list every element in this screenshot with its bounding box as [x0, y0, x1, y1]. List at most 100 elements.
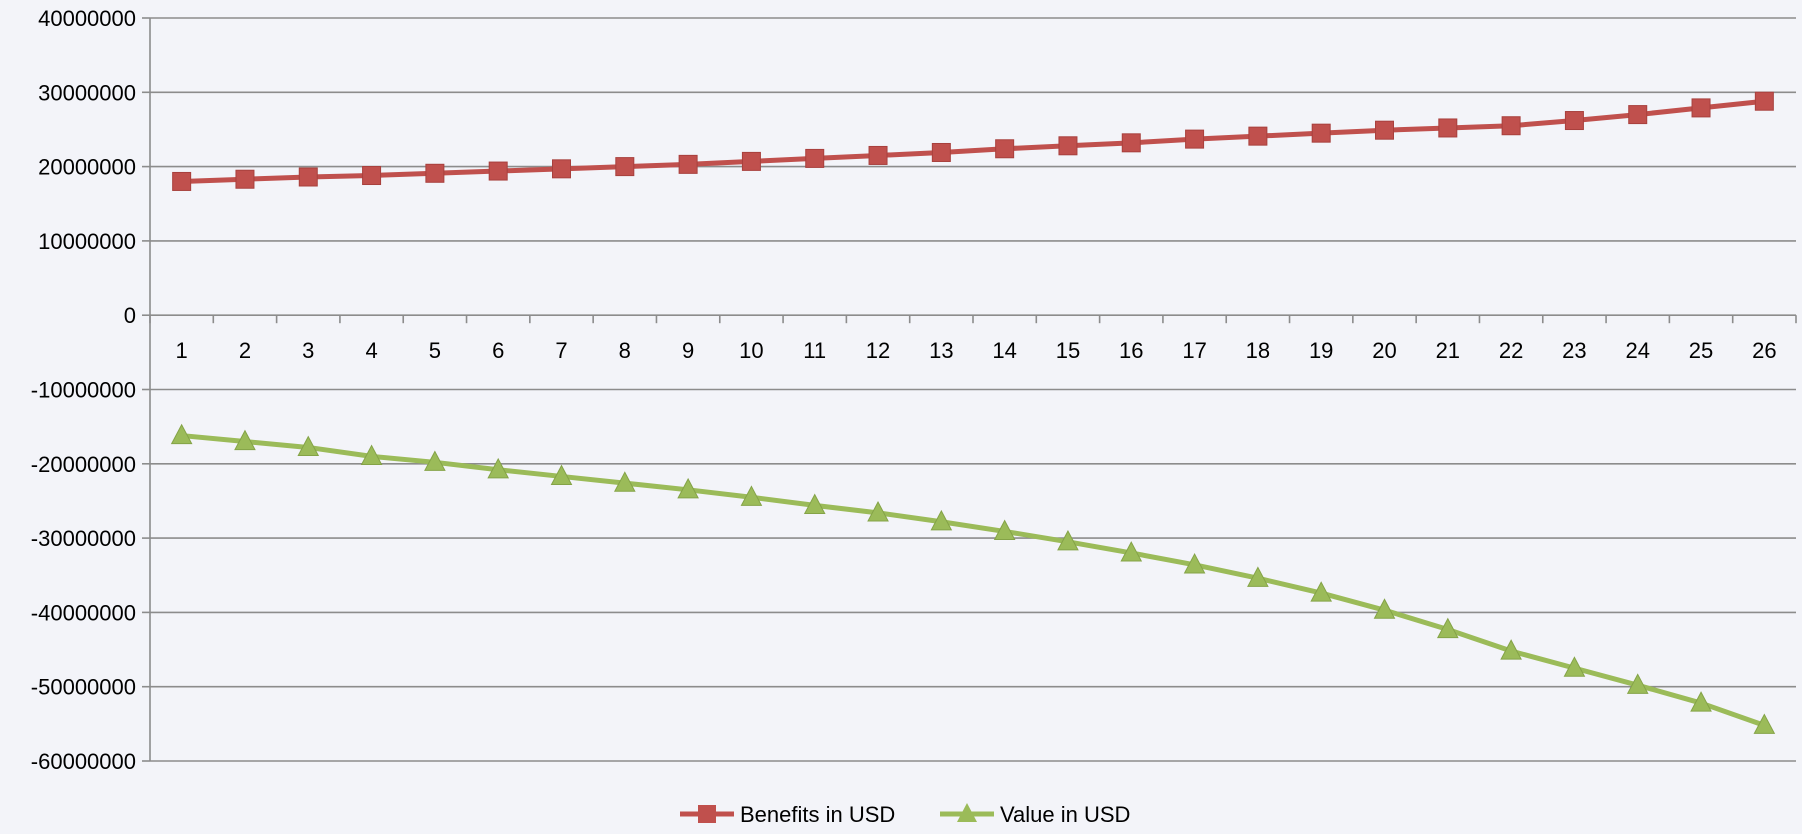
x-tick-label: 7 — [555, 338, 567, 363]
data-point-triangle — [550, 464, 573, 486]
series — [170, 91, 1776, 734]
data-point-square — [1438, 118, 1458, 138]
x-tick-label: 4 — [365, 338, 377, 363]
data-point-triangle — [1563, 656, 1586, 677]
data-point-square — [805, 148, 825, 168]
y-tick-label: -40000000 — [31, 600, 136, 625]
x-tick-label: 1 — [176, 338, 188, 363]
x-tick-label: 17 — [1182, 338, 1206, 363]
legend-label: Value in USD — [1000, 802, 1130, 827]
x-tick-label: 8 — [619, 338, 631, 363]
data-point-square — [172, 171, 192, 191]
x-tick-label: 12 — [866, 338, 890, 363]
x-tick-label: 15 — [1056, 338, 1080, 363]
data-point-square — [1754, 91, 1774, 111]
data-point-square — [1375, 120, 1394, 140]
data-point-square — [362, 166, 382, 186]
y-axis: 40000000 30000000 20000000 10000000 0 -100000… — [31, 6, 151, 774]
data-point-square — [488, 161, 508, 181]
x-tick-label: 26 — [1752, 338, 1776, 363]
data-point-square — [868, 145, 888, 165]
data-point-triangle — [487, 457, 510, 479]
legend: Benefits in USD Value in USD — [680, 802, 1130, 827]
x-tick-label: 6 — [492, 338, 504, 363]
y-tick-label: 30000000 — [38, 80, 136, 105]
data-point-triangle — [297, 435, 320, 457]
data-point-triangle — [1500, 639, 1522, 660]
legend-label: Benefits in USD — [740, 802, 895, 827]
x-tick-label: 10 — [739, 338, 763, 363]
legend-marker-square — [698, 805, 716, 823]
y-tick-label: 40000000 — [38, 6, 136, 31]
y-tick-label: -60000000 — [31, 749, 136, 774]
y-tick-label: -30000000 — [31, 526, 136, 551]
data-point-square — [1121, 133, 1141, 153]
x-tick-label: 3 — [302, 338, 314, 363]
data-point-triangle — [360, 444, 383, 465]
gridlines — [150, 17, 1796, 762]
x-tick-label: 5 — [429, 338, 441, 363]
data-point-triangle — [1310, 581, 1333, 602]
data-point-triangle — [1057, 529, 1079, 551]
data-point-triangle — [1183, 552, 1206, 574]
x-tick-label: 25 — [1689, 338, 1713, 363]
data-point-triangle — [993, 519, 1016, 541]
data-point-square — [1628, 105, 1648, 125]
data-point-square — [1564, 111, 1584, 131]
data-point-square — [615, 157, 635, 177]
data-point-triangle — [1690, 691, 1712, 712]
data-point-triangle — [867, 500, 889, 522]
data-point-triangle — [1626, 673, 1649, 694]
y-tick-label: -50000000 — [31, 675, 136, 700]
data-point-triangle — [740, 485, 763, 506]
x-tick-label: 2 — [239, 338, 251, 363]
data-point-square — [1185, 129, 1205, 149]
x-tick-label: 21 — [1436, 338, 1460, 363]
x-tick-label: 24 — [1625, 338, 1649, 363]
x-tick-label: 9 — [682, 338, 694, 363]
series-line — [181, 98, 1765, 184]
legend-item: Value in USD — [940, 802, 1130, 827]
data-point-triangle — [1753, 713, 1776, 734]
x-axis: 1 2 3 4 5 6 7 8 9 10 11 12 13 14 15 16 17 18 19 20 21 22 23 24 2… — [149, 315, 1797, 363]
data-point-triangle — [1120, 541, 1143, 562]
legend-marker-triangle — [957, 803, 977, 822]
data-point-square — [235, 169, 255, 189]
data-point-triangle — [1247, 566, 1269, 587]
data-point-triangle — [677, 477, 699, 499]
x-tick-label: 20 — [1372, 338, 1396, 363]
data-point-triangle — [613, 471, 636, 492]
data-point-square — [741, 151, 761, 171]
y-tick-label: -20000000 — [31, 452, 136, 477]
data-point-square — [678, 154, 698, 174]
data-point-square — [1501, 116, 1521, 136]
data-point-square — [298, 167, 318, 187]
data-point-square — [1058, 136, 1078, 156]
data-point-triangle — [234, 429, 256, 451]
legend-item: Benefits in USD — [680, 802, 895, 827]
data-point-square — [425, 163, 445, 183]
y-tick-label: 0 — [124, 303, 136, 328]
x-tick-label: 18 — [1246, 338, 1270, 363]
data-point-square — [1311, 123, 1331, 143]
data-point-square — [552, 159, 571, 179]
series-line — [181, 433, 1766, 728]
x-tick-label: 16 — [1119, 338, 1143, 363]
data-point-triangle — [1373, 598, 1396, 619]
data-point-triangle — [1436, 617, 1459, 639]
y-tick-label: 20000000 — [38, 155, 136, 180]
x-tick-label: 11 — [803, 338, 826, 363]
x-tick-label: 14 — [992, 338, 1016, 363]
y-tick-label: -10000000 — [31, 378, 136, 403]
data-point-triangle — [930, 509, 953, 531]
x-tick-label: 22 — [1499, 338, 1523, 363]
data-point-square — [1691, 98, 1711, 118]
x-tick-label: 23 — [1562, 338, 1586, 363]
x-tick-label: 19 — [1309, 338, 1333, 363]
data-point-triangle — [170, 423, 193, 445]
data-point-square — [1248, 126, 1268, 146]
series-value — [170, 423, 1776, 734]
data-point-triangle — [424, 450, 446, 471]
